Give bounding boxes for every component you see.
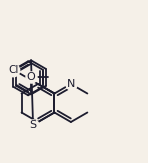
Text: N: N: [67, 79, 75, 89]
Text: S: S: [29, 120, 37, 130]
Text: O: O: [27, 72, 35, 82]
Text: Cl: Cl: [8, 65, 19, 75]
